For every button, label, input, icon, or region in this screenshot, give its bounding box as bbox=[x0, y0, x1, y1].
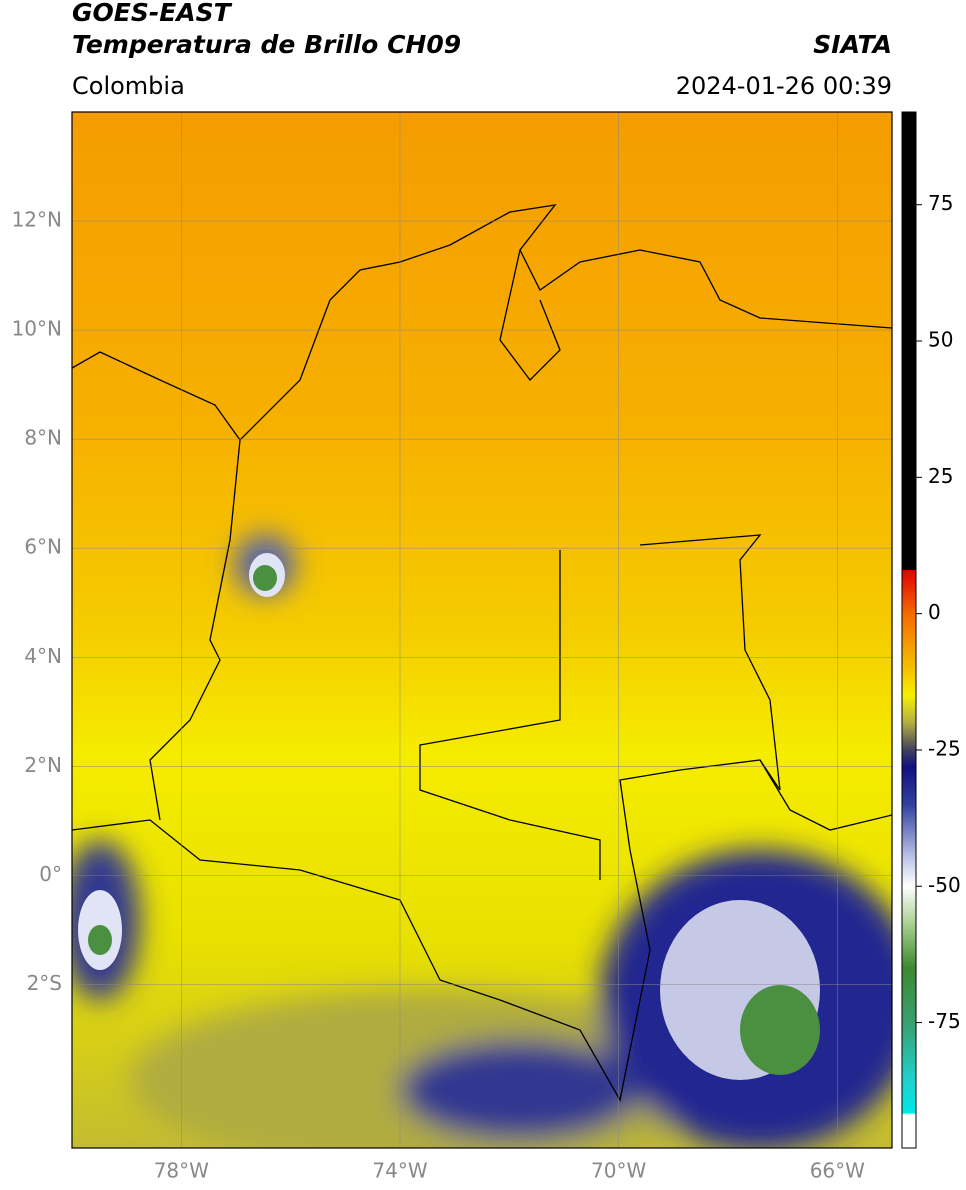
x-tick-label: 70°W bbox=[591, 1159, 646, 1183]
y-tick-label: 0° bbox=[39, 862, 62, 886]
y-tick-label: 12°N bbox=[12, 208, 62, 232]
y-tick-label: 8°N bbox=[24, 426, 62, 450]
y-tick-label: 2°N bbox=[24, 753, 62, 777]
colorbar-tick-label: -25 bbox=[928, 736, 961, 760]
title: GOES-EAST bbox=[72, 0, 233, 27]
colorbar-tick-label: 75 bbox=[928, 191, 953, 215]
source: SIATA bbox=[813, 30, 892, 59]
map-frame bbox=[71, 111, 893, 1149]
x-tick-label: 66°W bbox=[810, 1159, 865, 1183]
colorbar-tick-label: -50 bbox=[928, 873, 961, 897]
colorbar-tick-label: 0 bbox=[928, 600, 941, 624]
y-tick-label: 6°N bbox=[24, 535, 62, 559]
colorbar-tick-label: 25 bbox=[928, 464, 953, 488]
datetime: 2024-01-26 00:39 bbox=[676, 72, 892, 100]
subtitle: Temperatura de Brillo CH09 bbox=[72, 30, 461, 59]
y-tick-label: 2°S bbox=[27, 971, 62, 995]
x-tick-label: 74°W bbox=[372, 1159, 427, 1183]
y-tick-label: 4°N bbox=[24, 644, 62, 668]
x-tick-label: 78°W bbox=[154, 1159, 209, 1183]
colorbar bbox=[901, 111, 917, 1149]
colorbar-tick-label: 50 bbox=[928, 328, 953, 352]
y-tick-label: 10°N bbox=[12, 317, 62, 341]
region: Colombia bbox=[72, 72, 185, 100]
map-image bbox=[72, 112, 892, 1148]
colorbar-tick-label: -75 bbox=[928, 1009, 961, 1033]
